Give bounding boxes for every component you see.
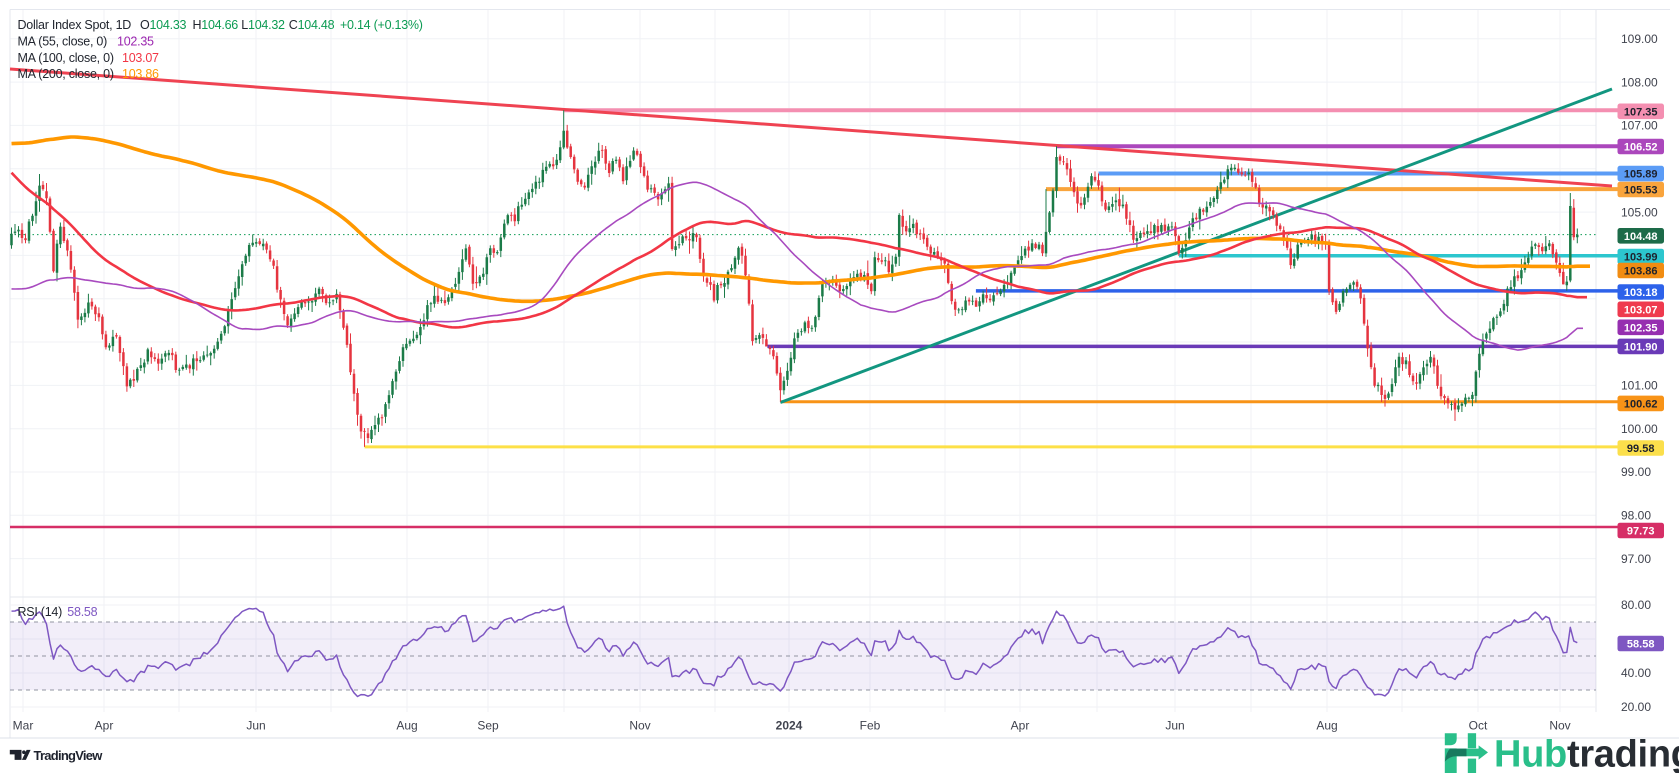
svg-text:Nov: Nov (629, 719, 650, 733)
svg-text:MA (200, close, 0)103.86: MA (200, close, 0) 103.86 (18, 67, 160, 81)
svg-text:97.73: 97.73 (1627, 526, 1655, 538)
svg-text:98.00: 98.00 (1621, 509, 1651, 523)
svg-text:104.48: 104.48 (1624, 231, 1658, 243)
svg-text:97.00: 97.00 (1621, 552, 1651, 566)
svg-text:100.00: 100.00 (1621, 422, 1658, 436)
svg-text:107.00: 107.00 (1621, 119, 1658, 133)
svg-text:105.53: 105.53 (1624, 185, 1658, 197)
svg-text:106.52: 106.52 (1624, 142, 1658, 154)
svg-text:Jun: Jun (1165, 719, 1184, 733)
svg-text:103.18: 103.18 (1624, 287, 1658, 299)
svg-text:103.99: 103.99 (1624, 252, 1658, 264)
svg-text:Oct: Oct (1469, 719, 1488, 733)
svg-text:103.07: 103.07 (1624, 304, 1658, 316)
svg-text:MA (100, close, 0)103.07: MA (100, close, 0) 103.07 (18, 51, 160, 65)
svg-text:RSI (14)58.58: RSI (14) 58.58 (18, 605, 98, 619)
svg-text:108.00: 108.00 (1621, 75, 1658, 89)
svg-text:40.00: 40.00 (1621, 666, 1651, 680)
svg-text:101.90: 101.90 (1624, 341, 1658, 353)
svg-text:103.86: 103.86 (1624, 266, 1658, 278)
svg-text:100.62: 100.62 (1624, 398, 1658, 410)
svg-text:Hubtrading: Hubtrading (1494, 734, 1679, 773)
svg-text:80.00: 80.00 (1621, 598, 1651, 612)
svg-text:Apr: Apr (1011, 719, 1030, 733)
svg-text:Feb: Feb (860, 719, 881, 733)
svg-text:102.35: 102.35 (1624, 322, 1658, 334)
svg-text:2024: 2024 (776, 719, 803, 733)
svg-text:Aug: Aug (396, 719, 417, 733)
svg-text:TradingView: TradingView (34, 748, 104, 763)
svg-text:Sep: Sep (477, 719, 499, 733)
svg-text:20.00: 20.00 (1621, 700, 1651, 714)
svg-text:99.58: 99.58 (1627, 443, 1655, 455)
svg-text:107.35: 107.35 (1624, 106, 1658, 118)
svg-text:105.00: 105.00 (1621, 205, 1658, 219)
svg-text:105.89: 105.89 (1624, 169, 1658, 181)
svg-text:Aug: Aug (1316, 719, 1337, 733)
svg-text:Apr: Apr (95, 719, 114, 733)
svg-text:Nov: Nov (1549, 719, 1570, 733)
svg-text:109.00: 109.00 (1621, 32, 1658, 46)
svg-text:101.00: 101.00 (1621, 379, 1658, 393)
svg-text:58.58: 58.58 (1627, 639, 1655, 651)
svg-text:Mar: Mar (13, 719, 34, 733)
svg-text:Jun: Jun (246, 719, 265, 733)
svg-text:MA (55, close, 0)102.35: MA (55, close, 0) 102.35 (18, 35, 155, 49)
svg-text:99.00: 99.00 (1621, 465, 1651, 479)
